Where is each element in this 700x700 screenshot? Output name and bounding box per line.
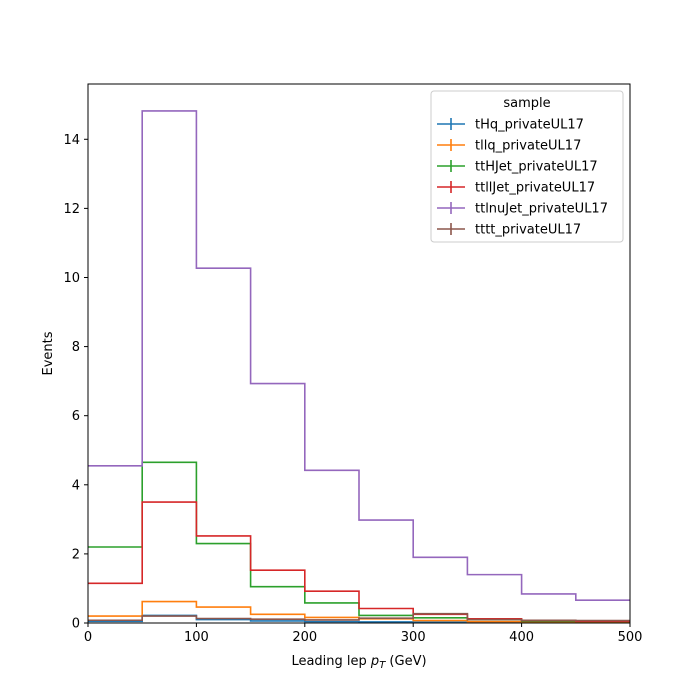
legend: sample tHq_privateUL17 tllq_privateUL17tt…: [430, 90, 624, 243]
x-axis-label-unit: (GeV): [385, 654, 426, 669]
x-tick-label: 500: [618, 630, 643, 645]
x-tick-label: 400: [509, 630, 534, 645]
legend-entry-ttlnuJet_privateUL17: ttlnuJet_privateUL17: [437, 202, 608, 217]
x-axis-label-var: p: [370, 654, 379, 669]
legend-label: ttHJet_privateUL17: [475, 160, 598, 175]
y-axis-label: Events: [41, 331, 56, 375]
legend-entry-ttllJet_privateUL17: ttllJet_privateUL17: [437, 181, 595, 196]
x-axis-label-sub: T: [379, 660, 386, 671]
y-tick-label: 0: [72, 617, 80, 632]
legend-entry-tttt_privateUL17: tttt_privateUL17: [437, 223, 581, 238]
y-tick-label: 14: [63, 133, 80, 148]
x-axis-ticks: 0 100 200 300 400 500: [84, 623, 643, 645]
y-tick-label: 12: [63, 202, 80, 217]
legend-entry-ttHJet_privateUL17: ttHJet_privateUL17: [437, 160, 598, 175]
x-tick-label: 300: [401, 630, 426, 645]
y-tick-label: 6: [72, 409, 80, 424]
legend-entry-tHq_privateUL17: tHq_privateUL17: [437, 118, 584, 133]
x-tick-label: 100: [184, 630, 209, 645]
y-tick-label: 8: [72, 340, 80, 355]
x-tick-label: 0: [84, 630, 92, 645]
series-line-ttlnuJet_privateUL17: [88, 110, 630, 601]
legend-label: ttllJet_privateUL17: [475, 181, 595, 196]
x-axis-label-main: Leading lep: [291, 654, 370, 669]
y-tick-label: 10: [63, 271, 80, 286]
legend-label: ttlnuJet_privateUL17: [475, 202, 608, 217]
x-tick-label: 200: [292, 630, 317, 645]
y-tick-label: 4: [72, 478, 80, 493]
series-line-tttt_privateUL17: [88, 612, 630, 622]
legend-entries: tHq_privateUL17 tllq_privateUL17 ttHJet_pr…: [437, 118, 608, 238]
series-layer: [88, 110, 630, 624]
legend-label: tHq_privateUL17: [475, 118, 584, 133]
axes-frame: [87, 83, 631, 624]
x-axis-label: Leading lep pT (GeV): [291, 654, 426, 671]
y-axis-ticks: 0 2 4 6 8 10 12 14: [63, 133, 88, 632]
legend-box: [430, 90, 624, 243]
legend-label: tttt_privateUL17: [475, 223, 581, 238]
legend-label: tllq_privateUL17: [475, 139, 581, 154]
legend-entry-tllq_privateUL17: tllq_privateUL17: [437, 139, 581, 154]
legend-title: sample: [503, 96, 550, 111]
y-tick-label: 2: [72, 547, 80, 562]
